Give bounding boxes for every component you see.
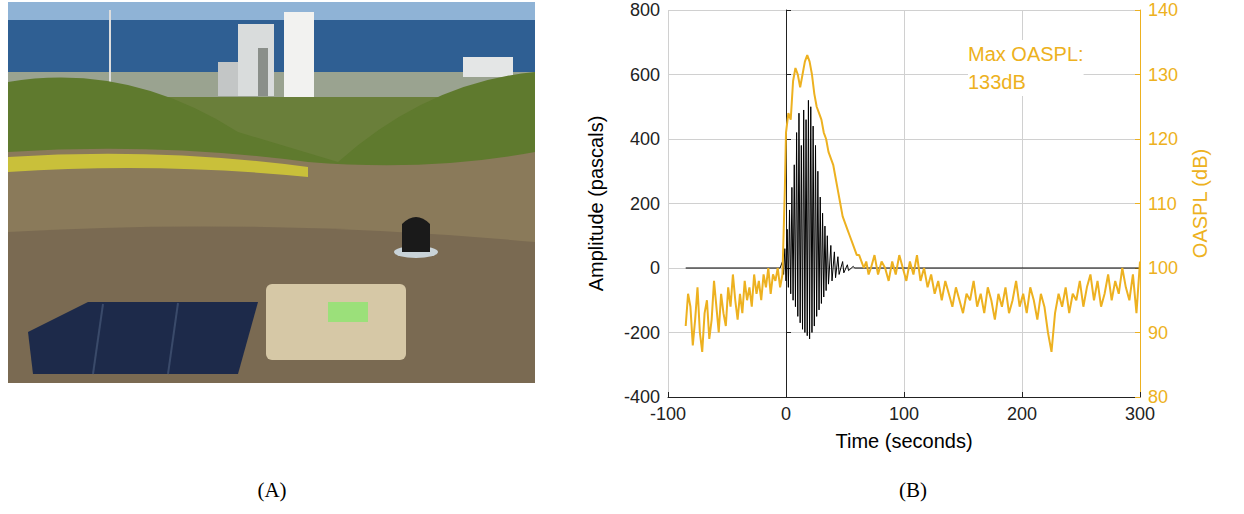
html-text:(B): (B): [899, 478, 927, 502]
svg-text:400: 400: [630, 129, 660, 149]
svg-text:80: 80: [1148, 387, 1168, 407]
svg-text:90: 90: [1148, 323, 1168, 343]
svg-text:0: 0: [650, 258, 660, 278]
svg-text:200: 200: [1007, 404, 1037, 424]
svg-text:140: 140: [1148, 0, 1178, 20]
svg-text:200: 200: [630, 194, 660, 214]
svg-text:-100: -100: [650, 404, 686, 424]
svg-text:OASPL (dB): OASPL (dB): [1189, 149, 1211, 258]
svg-text:0: 0: [781, 404, 791, 424]
svg-text:120: 120: [1148, 129, 1178, 149]
svg-text:110: 110: [1148, 194, 1177, 214]
svg-text:300: 300: [1125, 404, 1155, 424]
html-text:(A): (A): [257, 478, 287, 502]
svg-text:Amplitude (pascals): Amplitude (pascals): [585, 116, 607, 292]
svg-text:Max OASPL:: Max OASPL:: [968, 43, 1084, 65]
svg-text:Time (seconds): Time (seconds): [835, 430, 972, 452]
svg-text:100: 100: [889, 404, 919, 424]
svg-text:133dB: 133dB: [968, 71, 1026, 93]
svg-text:-400: -400: [624, 387, 660, 407]
svg-text:600: 600: [630, 65, 660, 85]
svg-text:100: 100: [1148, 258, 1178, 278]
svg-text:130: 130: [1148, 65, 1178, 85]
svg-text:-200: -200: [624, 323, 660, 343]
svg-text:800: 800: [630, 0, 660, 20]
